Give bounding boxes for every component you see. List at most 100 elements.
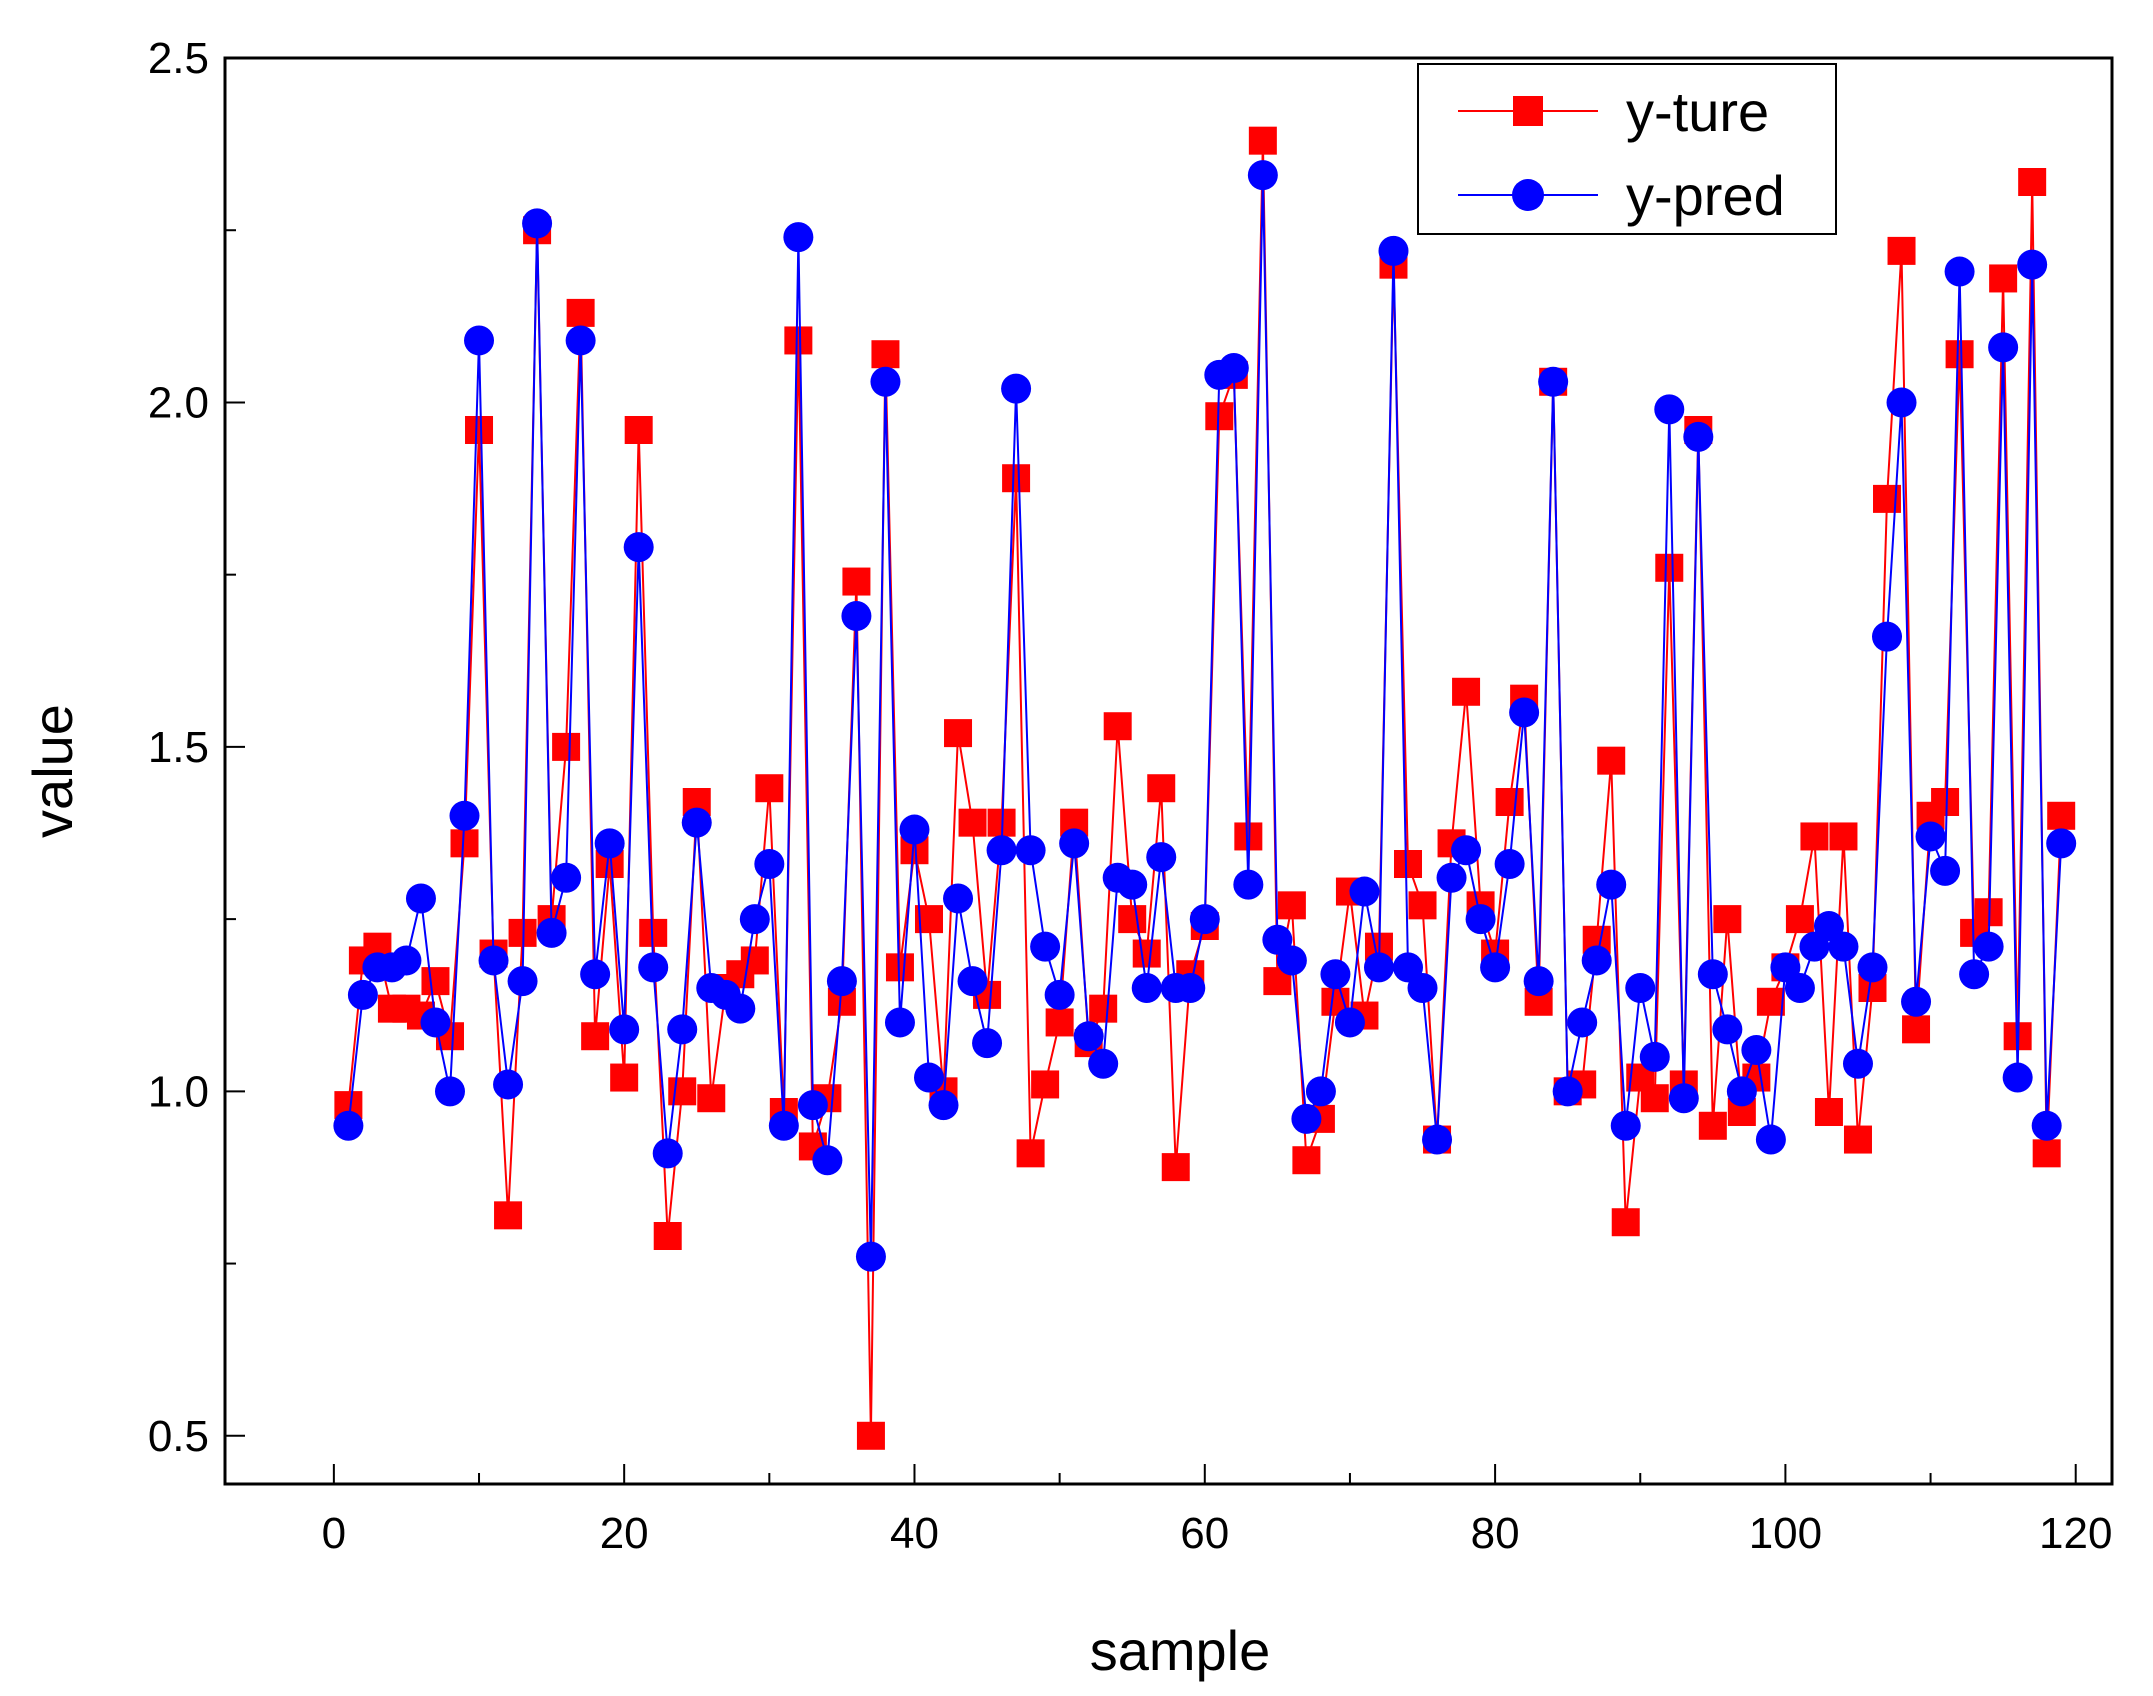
point-y-pred — [1146, 842, 1177, 873]
point-y-ture — [1843, 1125, 1872, 1154]
point-y-pred — [1668, 1083, 1699, 1114]
point-y-pred — [1001, 373, 1032, 404]
y-tick-label: 1.5 — [148, 723, 209, 772]
plot-frame — [223, 56, 2114, 1486]
point-y-pred — [609, 1014, 640, 1045]
point-y-pred — [1857, 952, 1888, 983]
point-y-pred — [972, 1028, 1003, 1059]
point-y-pred — [2017, 249, 2048, 280]
point-y-pred — [1030, 931, 1061, 962]
point-y-ture — [1931, 788, 1960, 816]
point-y-ture — [1248, 126, 1277, 155]
series-layer — [333, 126, 2077, 1450]
point-y-ture — [1147, 774, 1176, 803]
point-y-pred — [928, 1090, 959, 1121]
point-y-pred — [1175, 973, 1206, 1003]
point-y-pred — [420, 1007, 451, 1038]
point-y-ture — [1016, 1139, 1045, 1168]
point-y-ture — [566, 298, 595, 327]
x-axis-label: sample — [1090, 1619, 1271, 1682]
point-y-pred — [1901, 986, 1932, 1017]
point-y-pred — [1755, 1124, 1786, 1155]
series-line-y-ture — [347, 140, 2063, 1436]
point-y-pred — [1436, 862, 1467, 893]
x-tick-label: 80 — [1471, 1509, 1520, 1558]
point-y-pred — [1189, 904, 1220, 935]
point-y-pred — [768, 1110, 799, 1141]
point-y-ture — [1103, 712, 1132, 741]
point-y-pred — [1247, 160, 1278, 191]
point-y-pred — [725, 993, 756, 1024]
point-y-ture — [1800, 822, 1829, 851]
point-y-ture — [1452, 677, 1481, 706]
point-y-ture — [2018, 168, 2047, 196]
point-y-pred — [434, 1076, 465, 1107]
point-y-pred — [899, 814, 930, 845]
point-y-pred — [2046, 828, 2077, 859]
point-y-pred — [1015, 835, 1046, 866]
point-y-ture — [1495, 788, 1524, 816]
point-y-pred — [493, 1069, 524, 1100]
point-y-pred — [347, 979, 378, 1010]
point-y-pred — [1596, 869, 1627, 900]
point-y-pred — [1697, 959, 1728, 990]
point-y-ture — [958, 808, 987, 837]
point-y-ture — [1887, 236, 1916, 265]
point-y-pred — [1828, 931, 1859, 962]
point-y-pred — [478, 945, 509, 976]
point-y-pred — [1349, 876, 1380, 907]
point-y-ture — [1902, 1015, 1931, 1044]
point-y-ture — [856, 1421, 885, 1450]
point-y-pred — [1988, 332, 2019, 363]
point-y-pred — [1523, 966, 1554, 997]
point-y-pred — [1973, 931, 2004, 962]
point-y-ture — [1814, 1098, 1843, 1126]
point-y-ture — [1089, 994, 1118, 1023]
point-y-ture — [1292, 1146, 1321, 1175]
point-y-pred — [391, 945, 422, 976]
point-y-pred — [1639, 1041, 1670, 1072]
y-tick-label: 2.0 — [148, 378, 209, 427]
point-y-pred — [1305, 1076, 1336, 1107]
point-y-pred — [1872, 621, 1903, 652]
point-y-ture — [1640, 1084, 1669, 1113]
point-y-ture — [610, 1063, 639, 1092]
point-y-pred — [1465, 904, 1496, 935]
point-y-pred — [405, 883, 436, 914]
point-y-ture — [1655, 553, 1684, 582]
point-y-pred — [536, 917, 567, 948]
point-y-pred — [1886, 387, 1917, 418]
point-y-ture — [871, 340, 900, 369]
point-y-pred — [1117, 869, 1148, 900]
point-y-pred — [1625, 973, 1656, 1003]
point-y-pred — [1480, 952, 1511, 983]
point-y-ture — [1785, 905, 1814, 934]
point-y-pred — [1538, 366, 1569, 397]
point-y-ture — [1045, 1008, 1074, 1037]
point-y-ture — [1945, 340, 1974, 369]
point-y-pred — [580, 959, 611, 990]
point-y-ture — [1394, 850, 1423, 878]
point-y-pred — [1509, 697, 1540, 728]
point-y-pred — [667, 1014, 698, 1045]
point-y-pred — [464, 325, 495, 356]
point-y-ture — [784, 326, 813, 355]
point-y-pred — [1131, 973, 1162, 1003]
point-y-pred — [1784, 973, 1815, 1003]
point-y-pred — [913, 1062, 944, 1093]
point-y-pred — [1378, 235, 1409, 266]
point-y-ture — [1132, 939, 1161, 968]
point-y-pred — [826, 966, 857, 997]
point-y-ture — [1118, 905, 1147, 934]
point-y-ture — [755, 774, 784, 803]
point-y-pred — [522, 208, 553, 239]
point-y-pred — [957, 966, 988, 997]
point-y-pred — [594, 828, 625, 859]
point-y-pred — [1654, 394, 1685, 425]
legend: y-ture y-pred — [1417, 63, 1837, 235]
point-y-ture — [1002, 464, 1031, 493]
point-y-pred — [1233, 869, 1264, 900]
x-axis: 0 20 40 60 80 100 120 — [322, 1464, 2112, 1558]
point-y-ture — [1277, 891, 1306, 920]
point-y-pred — [797, 1090, 828, 1121]
